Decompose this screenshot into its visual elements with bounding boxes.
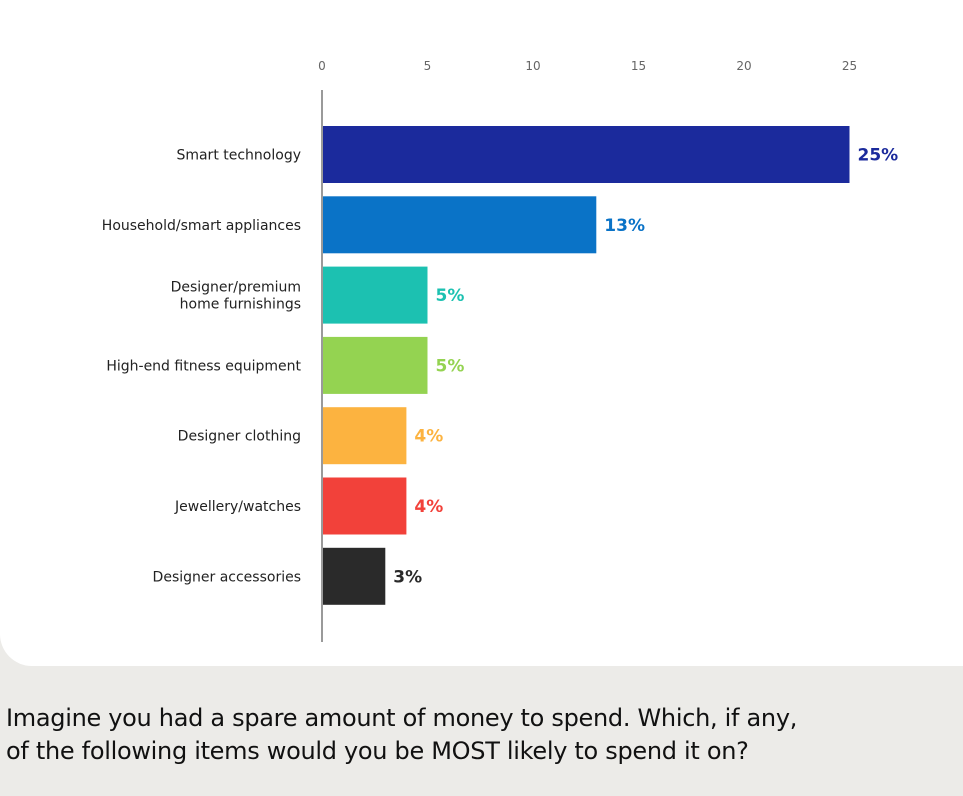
category-label: Designer accessories [153,569,301,585]
data-label: 3% [393,567,422,587]
x-tick-label: 25 [842,59,857,73]
question-text: Imagine you had a spare amount of money … [6,702,946,768]
bar [322,336,428,394]
category-label: home furnishings [180,297,301,313]
x-tick-label: 10 [525,59,540,73]
bar [322,407,407,465]
data-label: 5% [436,286,465,306]
x-tick-label: 0 [318,59,326,73]
x-tick-label: 15 [631,59,646,73]
x-tick-label: 5 [424,59,432,73]
chart-card: 0 5 10 15 20 25 Smart technology 25% Household/s… [0,0,963,666]
x-tick-label: 20 [736,59,751,73]
category-label: Smart technology [176,148,301,164]
category-label: Household/smart appliances [102,218,301,234]
bar-chart: 0 5 10 15 20 25 Smart technology 25% Household/s… [102,59,899,642]
data-label: 4% [414,497,443,517]
bar [322,477,407,535]
category-label: Jewellery/watches [174,499,301,515]
data-label: 4% [414,427,443,447]
bar [322,196,597,254]
bar [322,547,386,605]
bar [322,126,850,183]
data-label: 25% [858,146,899,166]
category-label: High-end fitness equipment [106,358,301,374]
question-line-1: Imagine you had a spare amount of money … [6,704,798,732]
data-label: 13% [604,216,645,236]
question-line-2: of the following items would you be MOST… [6,737,749,765]
category-label: Designer clothing [178,429,301,445]
data-label: 5% [436,356,465,376]
category-label: Designer/premium [171,280,301,296]
bar [322,266,428,324]
